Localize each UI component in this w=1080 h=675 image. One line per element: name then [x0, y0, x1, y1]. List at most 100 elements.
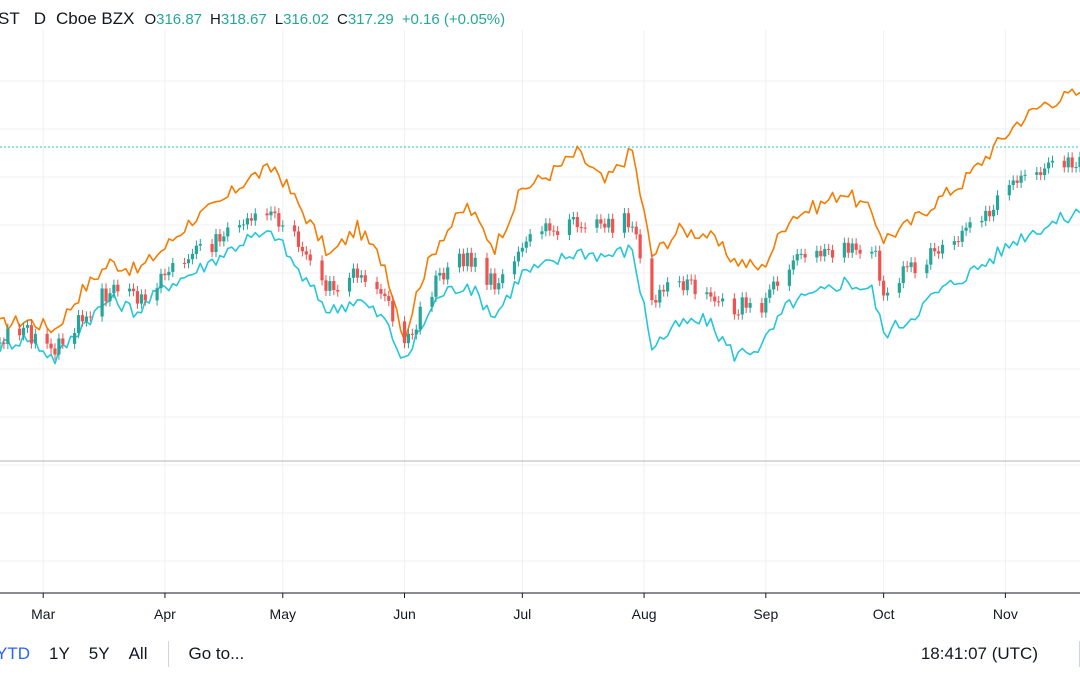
candle-down [469, 252, 473, 267]
candle-up [940, 244, 945, 254]
candle-up [516, 251, 520, 262]
candle-up [567, 219, 572, 235]
candle-down [599, 219, 603, 224]
candle-down [375, 281, 379, 290]
candle-up [885, 292, 890, 296]
candle-down [320, 260, 324, 281]
candle-down [249, 218, 253, 221]
candle-down [210, 244, 214, 253]
candle-down [556, 231, 560, 235]
candle-down [265, 213, 269, 216]
range-5y-button[interactable]: 5Y [88, 644, 110, 663]
candle-up [823, 248, 827, 257]
candle-up [658, 289, 662, 303]
candle-down [273, 211, 277, 214]
candle-up [100, 288, 104, 317]
series-line-1 [0, 208, 1080, 365]
utc-clock[interactable]: 18:41:07 (UTC) [920, 644, 1038, 663]
candle-up [76, 315, 81, 334]
candle-down [846, 242, 850, 253]
candle-down [383, 293, 387, 297]
candle-up [241, 224, 246, 226]
candle-down [304, 251, 308, 255]
candle-down [937, 251, 941, 254]
candle-up [952, 241, 956, 245]
candle-down [956, 241, 960, 243]
candle-up [1011, 180, 1015, 186]
candle-down [131, 288, 136, 292]
candle-up [501, 274, 505, 284]
range-1y-button[interactable]: 1Y [49, 644, 70, 663]
candle-down [493, 273, 497, 290]
chart-area[interactable]: Mar Apr May Jun Jul Aug Sep Oct Nov [0, 0, 1080, 633]
bottom-toolbar: YTD 1Y 5Y All Go to... 18:41:07 (UTC) [0, 633, 1080, 675]
candle-up [33, 333, 37, 344]
time-axis: Mar Apr May Jun Jul Aug Sep Oct Nov [31, 593, 1018, 622]
candle-down [776, 281, 780, 286]
candle-down [135, 291, 140, 304]
candle-down [827, 248, 831, 250]
range-all-button[interactable]: All [128, 644, 148, 663]
candle-down [882, 280, 886, 296]
candle-up [984, 210, 988, 221]
candle-up [968, 222, 972, 228]
candle-down [654, 300, 658, 303]
candle-up [0, 342, 2, 344]
candle-down [410, 333, 414, 335]
candle-up [960, 230, 964, 242]
candle-down [611, 218, 615, 233]
candle-down [88, 316, 92, 318]
candle-up [677, 281, 682, 283]
tick-label-jun: Jun [393, 606, 416, 622]
interval-label[interactable]: D [33, 9, 47, 28]
candle-down [363, 275, 367, 282]
candle-down [387, 296, 391, 301]
candle-up [897, 283, 901, 293]
candle-down [709, 292, 713, 297]
candle-down [18, 328, 22, 336]
candle-up [112, 284, 116, 294]
candle-down [143, 294, 147, 301]
candle-up [799, 253, 803, 255]
candle-up [787, 269, 791, 286]
candle-up [190, 253, 195, 260]
candle-up [1007, 185, 1011, 196]
candle-down [830, 249, 835, 258]
tick-label-jul: Jul [513, 606, 531, 622]
candle-up [630, 226, 634, 228]
candle-up [721, 298, 725, 302]
candle-up [528, 234, 532, 242]
go-to-date-button[interactable]: Go to... [188, 644, 245, 663]
candle-up [901, 266, 905, 284]
candle-up [57, 338, 61, 355]
candle-down [579, 227, 583, 229]
high-key: H [210, 10, 221, 28]
candle-down [854, 243, 858, 250]
candles-layer [0, 151, 1080, 360]
candle-down [300, 246, 304, 252]
range-ytd-button[interactable]: YTD [0, 644, 30, 663]
candle-down [292, 225, 297, 232]
candle-up [705, 292, 709, 295]
candle-up [414, 329, 418, 335]
candle-up [795, 254, 799, 261]
candle-up [171, 263, 175, 272]
symbol-name[interactable]: ST [0, 9, 20, 28]
candle-down [732, 298, 736, 315]
tick-label-mar: Mar [31, 606, 55, 622]
candle-up [21, 327, 26, 336]
candle-up [764, 297, 768, 313]
candle-up [512, 261, 517, 275]
candle-up [1046, 162, 1051, 169]
candle-down [104, 288, 108, 302]
candle-down [308, 254, 312, 261]
candle-down [760, 303, 764, 313]
candle-down [324, 280, 328, 291]
candle-up [237, 225, 242, 228]
candle-up [359, 275, 363, 278]
candle-up [351, 268, 356, 278]
candle-up [842, 242, 846, 258]
candle-up [1066, 157, 1070, 168]
candle-up [524, 241, 528, 248]
candle-up [740, 297, 744, 315]
